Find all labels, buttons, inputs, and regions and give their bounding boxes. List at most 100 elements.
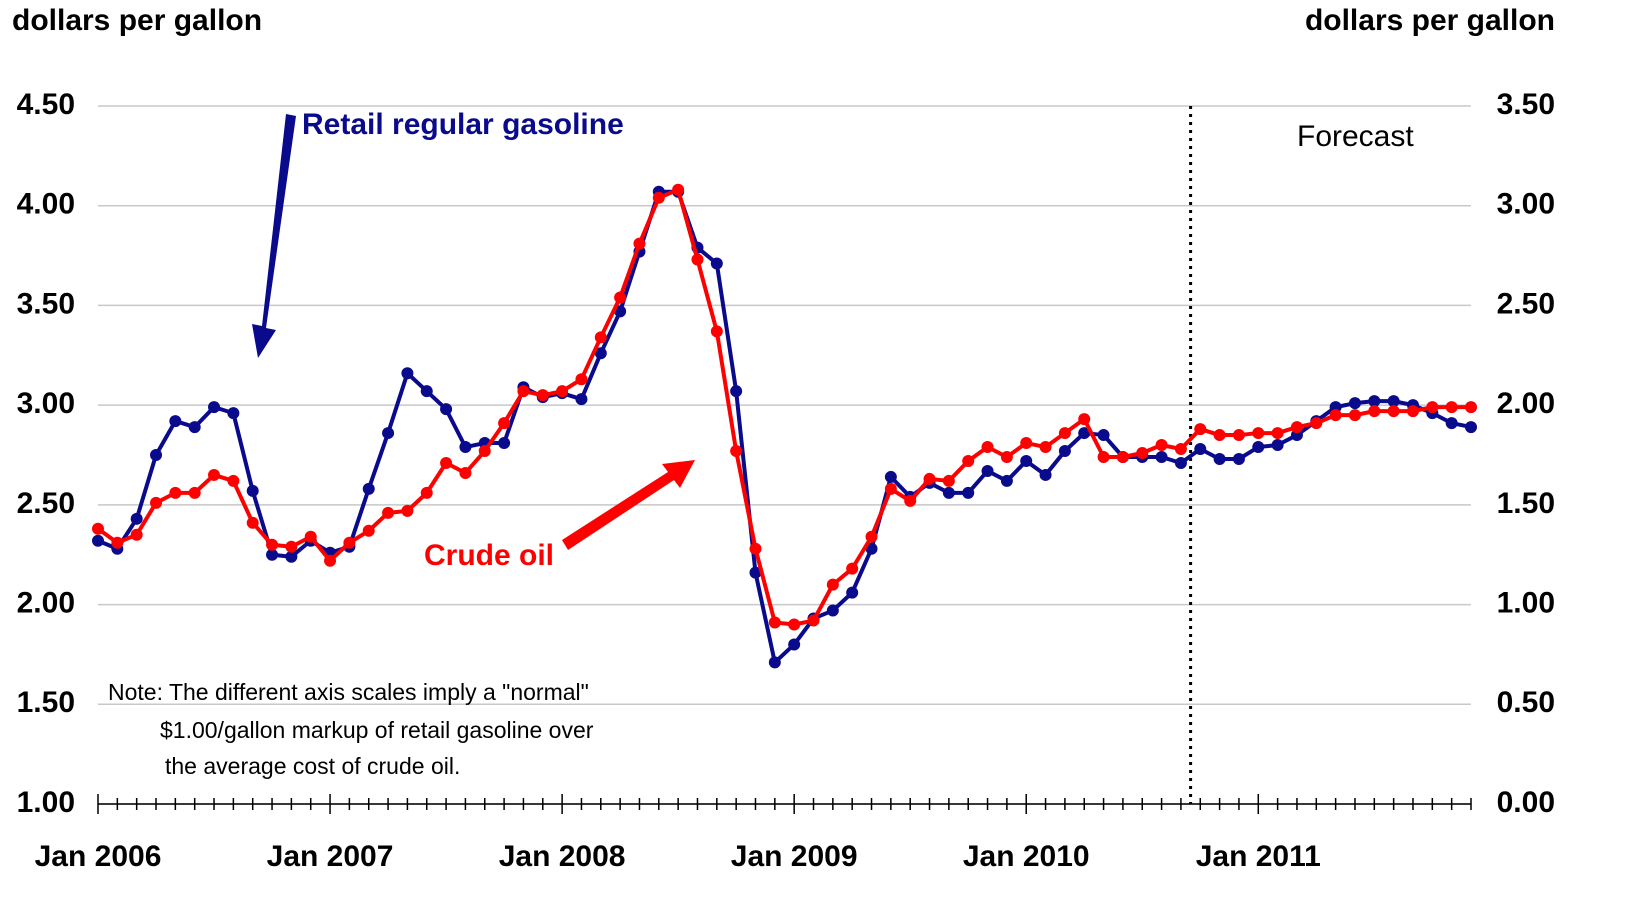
- data-point: [498, 437, 511, 450]
- series-line: [97, 189, 1472, 665]
- x-tick-label: Jan 2010: [963, 840, 1090, 873]
- data-point: [826, 604, 839, 617]
- data-point: [923, 472, 936, 485]
- x-tick-label: Jan 2007: [267, 840, 394, 873]
- data-point: [575, 373, 588, 386]
- data-point: [246, 516, 259, 529]
- data-point: [942, 486, 955, 499]
- data-point: [498, 417, 511, 430]
- data-point: [904, 494, 917, 507]
- data-point: [382, 506, 395, 519]
- data-point: [227, 474, 240, 487]
- x-tick-label: Jan 2008: [499, 840, 626, 873]
- data-point: [169, 486, 182, 499]
- data-point: [1000, 450, 1013, 463]
- x-tick-label: Jan 2009: [731, 840, 858, 873]
- series-line: [96, 187, 1471, 627]
- y-tick-label: 3.00: [17, 387, 75, 420]
- data-point: [459, 466, 472, 479]
- data-point: [768, 656, 781, 669]
- annotation-arrow: [562, 460, 695, 550]
- data-point: [594, 347, 607, 360]
- data-point: [1020, 454, 1033, 467]
- data-point: [710, 257, 723, 270]
- data-point: [1271, 427, 1284, 440]
- data-point: [150, 449, 163, 461]
- data-point: [1000, 474, 1013, 487]
- y-axis-label: dollars per gallon: [12, 4, 262, 37]
- data-point: [1174, 456, 1187, 469]
- data-point: [362, 524, 375, 537]
- data-point: [266, 548, 279, 561]
- data-point: [401, 367, 414, 380]
- data-point: [1368, 405, 1381, 418]
- data-point: [246, 484, 259, 497]
- data-point: [440, 456, 453, 469]
- y-tick-label: 4.00: [17, 188, 75, 221]
- data-point: [1155, 439, 1168, 452]
- data-point: [1387, 395, 1400, 408]
- data-point: [1116, 450, 1129, 463]
- data-point: [1329, 409, 1342, 422]
- data-point: [749, 542, 762, 555]
- data-point: [1406, 405, 1419, 418]
- data-point: [1194, 423, 1207, 436]
- y-tick-label: 3.50: [17, 287, 75, 320]
- data-point: [92, 522, 104, 535]
- data-point: [111, 536, 124, 549]
- data-point: [536, 389, 549, 402]
- data-point: [1290, 421, 1303, 434]
- data-point: [1039, 468, 1052, 481]
- data-point: [1368, 395, 1381, 408]
- data-point: [749, 566, 762, 579]
- data-point: [266, 538, 279, 551]
- data-point: [846, 586, 859, 599]
- data-point: [1213, 452, 1226, 465]
- data-point: [1058, 445, 1071, 458]
- y2-tick-label: 1.50: [1497, 487, 1555, 520]
- data-point: [1136, 447, 1149, 460]
- data-point: [150, 496, 163, 509]
- data-point: [1097, 429, 1110, 442]
- data-point: [1174, 443, 1187, 456]
- data-point: [1348, 409, 1361, 422]
- data-point: [846, 562, 859, 575]
- y2-tick-label: 2.00: [1497, 387, 1555, 420]
- data-point: [1310, 417, 1323, 430]
- data-point: [691, 253, 704, 266]
- data-point: [478, 445, 491, 458]
- data-point: [788, 638, 801, 651]
- data-point: [1097, 450, 1110, 463]
- data-point: [208, 401, 221, 414]
- data-point: [1232, 429, 1245, 442]
- data-point: [130, 512, 143, 525]
- y2-tick-label: 2.50: [1497, 287, 1555, 320]
- data-point: [1252, 427, 1265, 440]
- data-point: [382, 427, 395, 440]
- data-point: [962, 486, 975, 499]
- data-point: [1426, 401, 1439, 414]
- data-point: [1078, 413, 1091, 426]
- data-point: [556, 385, 569, 398]
- data-point: [1465, 421, 1477, 434]
- y-tick-label: 1.50: [17, 686, 75, 719]
- y2-axis-label: dollars per gallon: [1305, 4, 1555, 37]
- data-point: [1232, 452, 1245, 465]
- y2-tick-label: 0.00: [1497, 786, 1555, 819]
- data-point: [130, 528, 143, 541]
- data-point: [208, 468, 221, 481]
- y2-tick-label: 1.00: [1497, 586, 1555, 619]
- data-point: [865, 530, 878, 543]
- data-point: [1445, 401, 1458, 414]
- y2-tick-label: 0.50: [1497, 686, 1555, 719]
- y-tick-label: 1.00: [17, 786, 75, 819]
- data-point: [710, 325, 723, 338]
- data-point: [1465, 401, 1477, 414]
- note: Note: The different axis scales imply a …: [108, 679, 589, 705]
- data-point: [92, 534, 104, 547]
- data-point: [304, 530, 317, 543]
- data-point: [768, 616, 781, 629]
- data-point: [1271, 439, 1284, 452]
- data-point: [324, 554, 337, 567]
- data-point: [188, 421, 201, 434]
